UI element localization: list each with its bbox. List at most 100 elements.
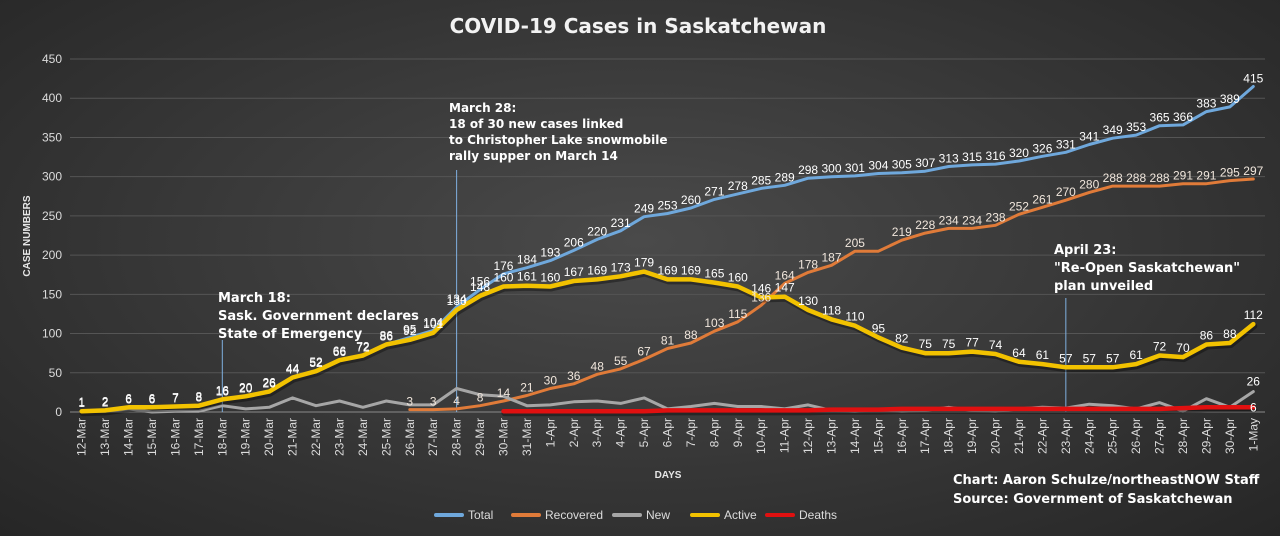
data-label-active: 74: [989, 338, 1003, 352]
data-label-total: 366: [1173, 110, 1193, 124]
data-label-recovered: 187: [822, 250, 842, 264]
data-label-total: 285: [751, 173, 771, 187]
y-axis-ticks: 0 50 100 150 200 250 300 350 400 450: [42, 52, 62, 419]
x-tick-label: 30-Mar: [496, 418, 510, 456]
data-label-recovered: 219: [892, 225, 912, 239]
x-tick-label: 7-Apr: [684, 418, 698, 447]
x-tick-label: 26-Apr: [1129, 418, 1143, 454]
data-label-active: 86: [1200, 329, 1214, 343]
data-label-total: 271: [704, 184, 724, 198]
data-label-recovered: 67: [637, 344, 651, 358]
y-tick-label: 300: [42, 170, 62, 184]
x-tick-label: 22-Apr: [1035, 418, 1049, 454]
data-label-recovered: 164: [775, 268, 795, 282]
data-label-active: 173: [611, 260, 631, 274]
x-tick-label: 30-Apr: [1223, 418, 1237, 454]
x-tick-label: 19-Apr: [965, 418, 979, 454]
data-label-total: 72: [356, 341, 370, 355]
x-tick-label: 4-Apr: [614, 418, 628, 447]
x-tick-label: 24-Mar: [356, 418, 370, 456]
data-label-active: 112: [1244, 308, 1263, 322]
data-label-total: 298: [798, 163, 818, 177]
data-label-total: 349: [1103, 123, 1123, 137]
x-tick-label: 9-Apr: [731, 418, 745, 447]
data-label-total: 6: [125, 392, 132, 406]
data-label-recovered: 178: [798, 257, 818, 271]
data-label-active: 57: [1106, 351, 1120, 365]
x-tick-label: 29-Apr: [1199, 418, 1213, 454]
x-tick-label: 21-Mar: [286, 418, 300, 456]
data-label-recovered: 234: [939, 213, 959, 227]
x-tick-label: 12-Mar: [75, 418, 89, 456]
data-label-active: 2: [102, 394, 109, 408]
data-label-recovered: 252: [1009, 199, 1029, 213]
data-label-active: 130: [798, 294, 818, 308]
y-tick-label: 250: [42, 209, 62, 223]
annotations: March 18: Sask. Government declares State …: [218, 101, 1240, 342]
x-tick-label: 1-May: [1246, 418, 1260, 451]
x-tick-label: 23-Apr: [1059, 418, 1073, 454]
data-label-total: 44: [286, 362, 300, 376]
legend-label-total: Total: [468, 508, 493, 522]
data-label-total: 1: [78, 396, 85, 410]
x-tick-label: 28-Mar: [450, 418, 464, 456]
data-label-recovered: 55: [614, 354, 628, 368]
data-label-active: 130: [447, 294, 467, 308]
data-label-total: 415: [1243, 71, 1263, 85]
data-label-total: 86: [380, 330, 394, 344]
data-label-active: 7: [172, 391, 179, 405]
data-label-active: 147: [775, 281, 795, 295]
annotation-text: State of Emergency: [218, 327, 363, 342]
data-label-active: 92: [403, 324, 417, 338]
data-label-recovered: 103: [704, 316, 724, 330]
x-tick-label: 25-Apr: [1106, 418, 1120, 454]
series-line-active: [79, 269, 1256, 414]
data-label-active: 57: [1083, 351, 1097, 365]
data-label-active: 167: [564, 265, 584, 279]
x-tick-label: 12-Apr: [801, 418, 815, 454]
data-label-total: 193: [540, 246, 560, 260]
data-label-active: 160: [728, 270, 748, 284]
data-label-total: 176: [493, 259, 513, 273]
credit-line: Chart: Aaron Schulze/northeastNOW Staff: [953, 473, 1260, 488]
data-label-total: 8: [196, 391, 203, 405]
legend-label-deaths: Deaths: [799, 508, 837, 522]
data-label-total: 249: [634, 202, 654, 216]
data-label-total: 95: [403, 322, 417, 336]
data-label-recovered: 21: [520, 381, 534, 395]
data-label-recovered: 228: [915, 218, 935, 232]
data-label-active: 70: [1176, 341, 1190, 355]
x-tick-label: 11-Apr: [778, 418, 792, 453]
data-label-total: 7: [172, 392, 179, 406]
data-label-active: 61: [1036, 348, 1050, 362]
x-tick-label: 13-Mar: [98, 418, 112, 456]
series-lines: [79, 85, 1258, 417]
x-tick-label: 16-Apr: [895, 418, 909, 454]
data-label-total: 326: [1032, 141, 1052, 155]
series-line-recovered: [408, 177, 1255, 412]
x-tick-label: 25-Mar: [379, 418, 393, 456]
data-label-active: 146: [751, 281, 771, 295]
data-label-total: 104: [423, 315, 443, 329]
data-label-active: 44: [286, 361, 300, 375]
data-label-recovered: 205: [845, 236, 865, 250]
data-label-active: 169: [587, 263, 607, 277]
series-line-deaths: [501, 405, 1256, 414]
data-label-total: 184: [517, 253, 537, 267]
x-tick-label: 27-Apr: [1153, 418, 1167, 454]
data-label-recovered: 4: [453, 394, 460, 408]
data-label-active: 82: [895, 332, 909, 346]
data-label-active: 26: [262, 376, 276, 390]
data-label-recovered: 288: [1126, 171, 1146, 185]
x-tick-label: 18-Mar: [215, 418, 229, 456]
legend-label-new: New: [646, 508, 670, 522]
data-label-total: 134: [447, 292, 467, 306]
data-label-total: 289: [775, 170, 795, 184]
y-tick-label: 350: [42, 130, 62, 144]
data-label-active: 88: [1223, 327, 1237, 341]
data-label-total: 389: [1220, 92, 1240, 106]
data-label-active: 86: [380, 329, 394, 343]
data-label-total: 320: [1009, 146, 1029, 160]
data-label-recovered: 48: [591, 359, 605, 373]
x-tick-label: 16-Mar: [168, 418, 182, 456]
